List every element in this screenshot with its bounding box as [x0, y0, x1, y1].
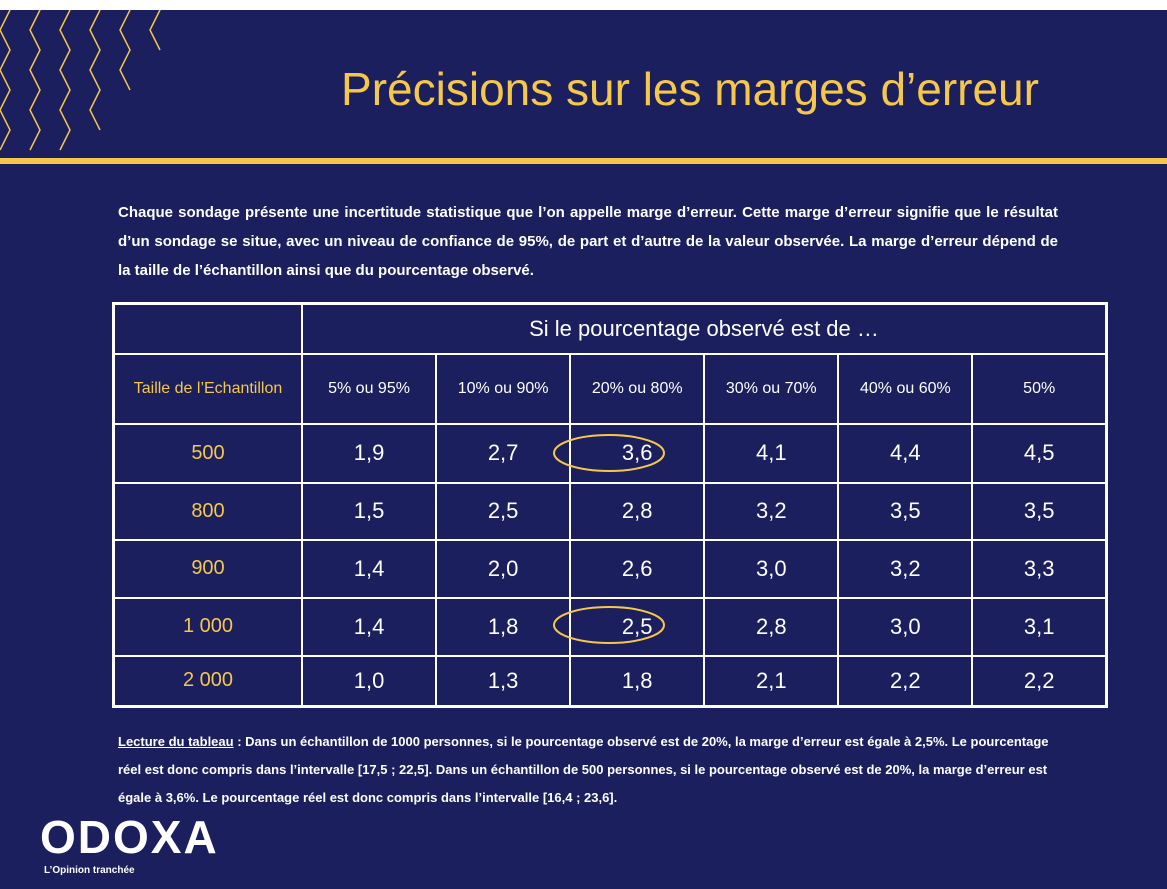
value-cell: 2,0: [436, 540, 570, 598]
column-header-cell: 40% ou 60%: [838, 354, 972, 424]
value-cell: 2,7: [436, 424, 570, 483]
value-cell: 2,1: [704, 656, 838, 707]
value-cell: 1,8: [570, 656, 704, 707]
column-header-cell: 10% ou 90%: [436, 354, 570, 424]
margin-table: Si le pourcentage observé est de …Taille…: [112, 302, 1108, 708]
row-label-cell: 1 000: [114, 598, 303, 656]
column-header-cell: 5% ou 95%: [302, 354, 436, 424]
value-cell: 2,5: [570, 598, 704, 656]
corner-cell: [114, 304, 303, 354]
value-cell: 3,0: [704, 540, 838, 598]
value-cell: 4,4: [838, 424, 972, 483]
title-rule: [0, 158, 1167, 164]
value-cell: 4,1: [704, 424, 838, 483]
value-cell: 1,3: [436, 656, 570, 707]
caption-cell: Si le pourcentage observé est de …: [302, 304, 1107, 354]
footnote-label: Lecture du tableau: [118, 734, 234, 749]
value-cell: 2,2: [838, 656, 972, 707]
column-header-cell: 30% ou 70%: [704, 354, 838, 424]
value-cell: 1,4: [302, 598, 436, 656]
value-cell: 2,8: [570, 483, 704, 540]
logo-tagline: L’Opinion tranchée: [44, 865, 135, 876]
row-label-cell: 800: [114, 483, 303, 540]
value-cell: 3,6: [570, 424, 704, 483]
title: Précisions sur les marges d’erreur: [240, 62, 1140, 116]
caption-row: Si le pourcentage observé est de …: [114, 304, 1107, 354]
row-header-cell: Taille de l’Echantillon: [114, 354, 303, 424]
value-cell: 2,6: [570, 540, 704, 598]
chevron-pattern: [0, 10, 170, 160]
value-cell: 2,2: [972, 656, 1106, 707]
value-cell: 3,5: [972, 483, 1106, 540]
value-cell: 3,5: [838, 483, 972, 540]
value-cell: 1,0: [302, 656, 436, 707]
logo: ODOXA: [40, 810, 219, 864]
value-cell: 3,1: [972, 598, 1106, 656]
value-cell: 1,5: [302, 483, 436, 540]
value-cell: 3,3: [972, 540, 1106, 598]
slide: Précisions sur les marges d’erreur Chaqu…: [0, 10, 1167, 889]
column-header-cell: 20% ou 80%: [570, 354, 704, 424]
footnote: Lecture du tableau : Dans un échantillon…: [118, 728, 1058, 812]
intro-text: Chaque sondage présente une incertitude …: [118, 198, 1058, 285]
value-cell: 3,2: [704, 483, 838, 540]
value-cell: 1,4: [302, 540, 436, 598]
table-body: Si le pourcentage observé est de …Taille…: [114, 304, 1107, 707]
value-cell: 1,8: [436, 598, 570, 656]
value-cell: 1,9: [302, 424, 436, 483]
value-cell: 2,5: [436, 483, 570, 540]
value-cell: 3,0: [838, 598, 972, 656]
column-header-cell: 50%: [972, 354, 1106, 424]
footnote-text: : Dans un échantillon de 1000 personnes,…: [118, 734, 1049, 805]
value-cell: 4,5: [972, 424, 1106, 483]
value-cell: 3,2: [838, 540, 972, 598]
row-label-cell: 2 000: [114, 656, 303, 707]
page: Précisions sur les marges d’erreur Chaqu…: [0, 0, 1167, 889]
value-cell: 2,8: [704, 598, 838, 656]
row-label-cell: 500: [114, 424, 303, 483]
row-label-cell: 900: [114, 540, 303, 598]
